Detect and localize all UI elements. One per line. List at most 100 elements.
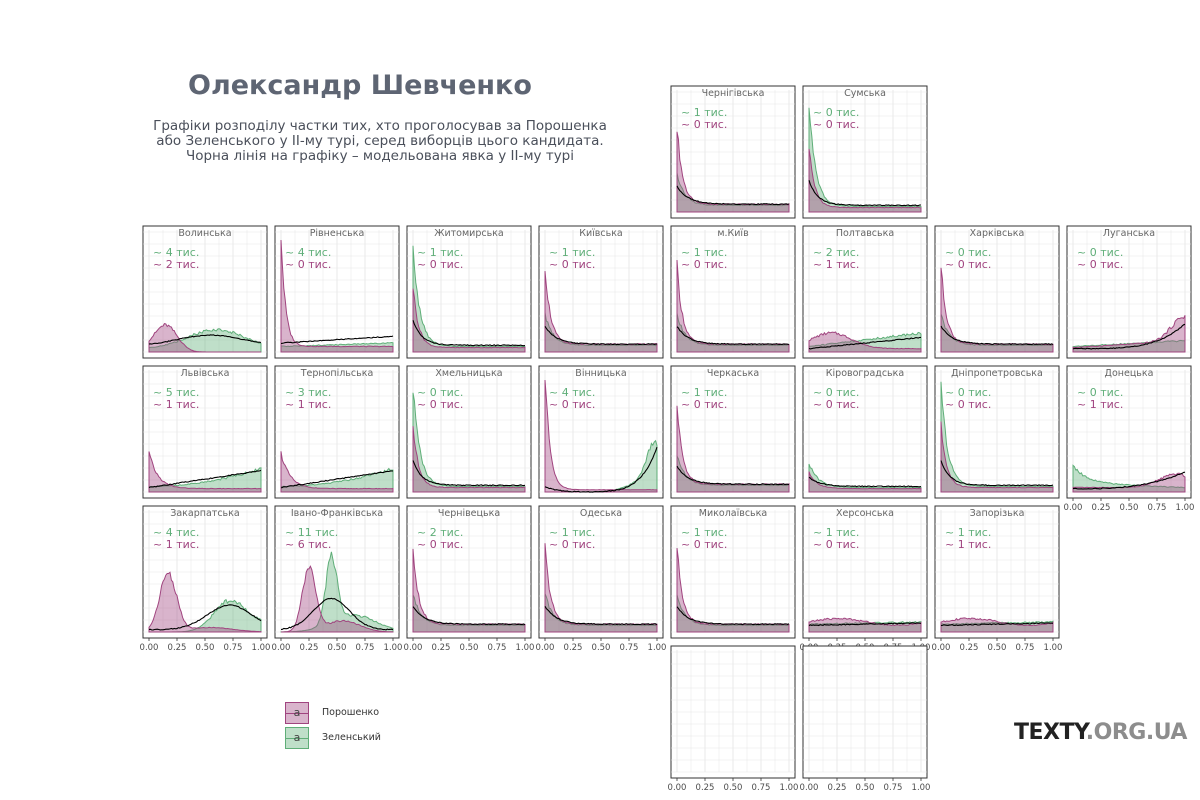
poroshenko-density [940, 421, 1054, 493]
x-tick-label: 0.50 [856, 783, 875, 793]
zelensky-count: ~ 0 тис. [945, 386, 991, 399]
zelensky-count: ~ 1 тис. [813, 526, 859, 539]
zelensky-density [412, 245, 526, 353]
zelensky-count: ~ 2 тис. [417, 526, 463, 539]
panel-region-label: Житомирська [434, 228, 504, 239]
zelensky-count: ~ 0 тис. [417, 386, 463, 399]
turnout-line [808, 476, 922, 488]
x-tick-label: 1.00 [912, 783, 931, 793]
facet-panel: Чернігівська ~ 1 тис.~ 0 тис. [670, 85, 796, 219]
x-tick-label: 0.25 [960, 643, 979, 653]
facet-panel: Житомирська ~ 1 тис.~ 0 тис. [406, 225, 532, 359]
x-tick-label: 0.25 [828, 783, 847, 793]
poroshenko-count: ~ 0 тис. [549, 398, 595, 411]
panel-region-label: Рівненська [310, 228, 365, 239]
panel-region-label: Сумська [844, 88, 886, 99]
turnout-line [148, 334, 262, 345]
turnout-line [280, 597, 394, 631]
panel-region-label: Полтавська [836, 228, 894, 239]
zelensky-density [544, 593, 658, 633]
panel-region-label: Харківська [970, 228, 1025, 239]
panel-region-label: Тернопільська [300, 368, 374, 379]
x-tick-label: 0.00 [1064, 503, 1083, 513]
poroshenko-count: ~ 0 тис. [681, 398, 727, 411]
panel-region-label: Одеська [580, 508, 622, 519]
turnout-line [940, 460, 1054, 487]
x-tick-label: 1.00 [648, 643, 667, 653]
zelensky-count: ~ 1 тис. [549, 526, 595, 539]
zelensky-density [808, 331, 922, 353]
x-tick-label: 0.50 [328, 643, 347, 653]
chart-subtitle: Графіки розподілу частки тих, хто прогол… [150, 119, 610, 164]
facet-panel: Хмельницька ~ 0 тис.~ 0 тис. [406, 365, 532, 499]
legend-item-poroshenko: a Порошенко [285, 702, 425, 724]
zelensky-count: ~ 0 тис. [1077, 386, 1123, 399]
zelensky-count: ~ 4 тис. [285, 246, 331, 259]
x-tick-label: 0.75 [1016, 643, 1035, 653]
facet-panel: Тернопільська ~ 3 тис.~ 1 тис. [274, 365, 400, 499]
panel-region-label: Київська [579, 228, 623, 239]
poroshenko-count: ~ 0 тис. [549, 538, 595, 551]
poroshenko-count: ~ 0 тис. [813, 538, 859, 551]
x-tick-label: 0.00 [272, 643, 291, 653]
chart-title: Олександр Шевченко [188, 70, 532, 101]
zelensky-count: ~ 4 тис. [153, 526, 199, 539]
zelensky-count: ~ 1 тис. [681, 386, 727, 399]
turnout-line [544, 326, 658, 346]
facet-panel: Харківська ~ 0 тис.~ 0 тис. [934, 225, 1060, 359]
brand-part-2: .ORG.UA [1085, 720, 1188, 745]
poroshenko-count: ~ 0 тис. [417, 398, 463, 411]
poroshenko-count: ~ 0 тис. [681, 538, 727, 551]
zelensky-density [676, 172, 790, 213]
panel-region-label: Івано-Франківська [291, 508, 383, 519]
poroshenko-density [412, 426, 526, 493]
x-tick-label: 0.75 [884, 783, 903, 793]
zelensky-density [676, 594, 790, 633]
panel-region-label: Дніпропетровська [951, 368, 1043, 379]
poroshenko-density [148, 571, 262, 633]
poroshenko-count: ~ 0 тис. [813, 398, 859, 411]
facet-panel: Львівська ~ 5 тис.~ 1 тис. [142, 365, 268, 499]
facet-panel: Сумська ~ 0 тис.~ 0 тис. [802, 85, 928, 219]
poroshenko-density [808, 617, 922, 633]
panel-region-label: Волинська [178, 228, 231, 239]
facet-panel: Запорізька ~ 1 тис.~ 1 тис. 0.00 0.25 0.50 0.… [932, 505, 1062, 653]
x-tick-label: 0.50 [592, 643, 611, 653]
zelensky-count: ~ 2 тис. [813, 246, 859, 259]
zelensky-count: ~ 1 тис. [681, 526, 727, 539]
turnout-line [544, 446, 658, 493]
subtitle-line-2: або Зеленського у ІІ-му турі, серед вибо… [156, 133, 604, 149]
x-tick-label: 0.00 [536, 643, 555, 653]
turnout-line [676, 606, 790, 626]
turnout-line [1072, 323, 1186, 350]
turnout-line [940, 325, 1054, 346]
zelensky-density [940, 381, 1054, 493]
poroshenko-density [808, 331, 922, 353]
poroshenko-count: ~ 1 тис. [153, 398, 199, 411]
zelensky-count: ~ 1 тис. [549, 246, 595, 259]
turnout-line [676, 185, 790, 206]
x-tick-label: 0.75 [488, 643, 507, 653]
poroshenko-count: ~ 0 тис. [417, 258, 463, 271]
zelensky-count: ~ 0 тис. [813, 386, 859, 399]
x-tick-label: 1.00 [1176, 503, 1195, 513]
facet-panel: Івано-Франківська ~ 11 тис.~ 6 тис. 0.00 0.… [272, 505, 402, 653]
poroshenko-count: ~ 1 тис. [813, 258, 859, 271]
facet-panel: Чернівецька ~ 2 тис.~ 0 тис. 0.00 0.25 0.50 0… [404, 505, 535, 653]
zelensky-count: ~ 5 тис. [153, 386, 199, 399]
turnout-line [148, 469, 262, 489]
x-tick-label: 0.00 [404, 643, 423, 653]
zelensky-count: ~ 1 тис. [681, 106, 727, 119]
panel-region-label: м.Київ [717, 228, 749, 239]
panel-region-label: Херсонська [836, 508, 894, 519]
zelensky-density [676, 313, 790, 353]
panel-region-label: Хмельницька [435, 368, 502, 379]
turnout-line [412, 460, 526, 487]
poroshenko-count: ~ 0 тис. [285, 258, 331, 271]
x-tick-label: 0.75 [1148, 503, 1167, 513]
zelensky-density [808, 107, 922, 213]
facet-panel: Луганська ~ 0 тис.~ 0 тис. [1066, 225, 1192, 359]
x-tick-label: 1.00 [516, 643, 535, 653]
x-tick-label: 0.00 [800, 783, 819, 793]
poroshenko-density [148, 323, 261, 353]
